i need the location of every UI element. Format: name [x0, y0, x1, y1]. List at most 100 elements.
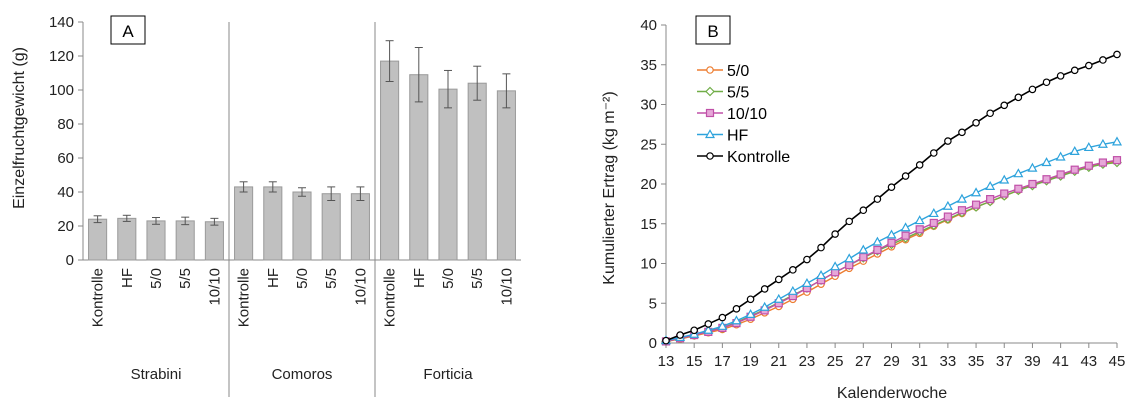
panel-a-category-label: 5/0	[440, 268, 457, 289]
panel-b-x-tick-label: 33	[940, 353, 957, 370]
panel-b-data-point	[1014, 184, 1023, 193]
panel-b-x-tick-label: 45	[1109, 353, 1126, 370]
panel-b-data-point	[972, 118, 980, 127]
panel-a-category-label: HF	[411, 268, 428, 288]
panel-b-data-point	[801, 277, 812, 287]
panel-b-data-point	[1112, 156, 1122, 165]
panel-b-data-point	[985, 180, 996, 190]
panel-b-data-point	[971, 200, 981, 209]
panel-a-y-axis-label: Einzelfruchtgewicht (g)	[11, 47, 28, 209]
panel-b-data-point	[803, 255, 811, 264]
panel-b-data-point	[971, 187, 982, 197]
panel-b-data-point	[1084, 161, 1093, 170]
panel-a-bar	[175, 220, 195, 261]
panel-b-data-point	[1070, 66, 1079, 75]
panel-b-data-point	[942, 200, 953, 210]
panel-b-data-point	[956, 193, 967, 203]
panel-a-y-tick-label: 120	[49, 48, 74, 65]
panel-b-data-point	[746, 295, 755, 304]
panel-b-data-point	[662, 336, 670, 345]
panel-b-data-point	[957, 206, 967, 215]
panel-a-bar	[292, 191, 312, 261]
panel-b-data-point	[817, 243, 825, 252]
panel-b-data-point	[1027, 162, 1038, 172]
panel-b-data-point	[1098, 158, 1108, 167]
panel-a-bar	[321, 193, 341, 261]
panel-a-bar	[146, 220, 166, 261]
panel-a-category-label: Kontrolle	[382, 268, 399, 327]
panel-a-category-label: HF	[265, 268, 282, 288]
panel-b-data-point	[1041, 157, 1052, 167]
panel-b-data-point	[900, 222, 911, 232]
panel-a-category-label: Kontrolle	[236, 268, 253, 327]
panel-b-x-tick-label: 27	[855, 353, 872, 370]
panel-a-label: A	[122, 22, 134, 41]
panel-b-x-tick-label: 19	[742, 353, 759, 370]
panel-b-data-point	[943, 212, 952, 221]
panel-a-bar	[467, 82, 487, 261]
panel-b-data-point	[844, 253, 855, 263]
panel-b-data-point	[1055, 151, 1066, 161]
panel-b-data-point	[873, 195, 882, 203]
panel-b-data-point	[986, 195, 995, 204]
panel-b-x-tick-label: 25	[827, 353, 844, 370]
panel-a-y-tick-label: 20	[57, 218, 74, 235]
panel-b-data-point	[830, 261, 841, 271]
panel-b-y-tick-label: 10	[640, 256, 657, 273]
panel-a-category-label: 10/10	[498, 268, 515, 306]
legend-entry-label: 10/10	[727, 106, 767, 123]
panel-b-data-point	[999, 174, 1010, 184]
panel-b-y-tick-label: 0	[649, 335, 657, 352]
panel-b-data-point	[901, 172, 910, 180]
panel-a-category-label: 5/5	[177, 268, 194, 289]
panel-b-data-point	[1014, 93, 1023, 102]
legend-entry-label: 5/0	[727, 63, 749, 80]
panel-a-category-label: 10/10	[206, 268, 223, 306]
panel-a-bar	[380, 60, 400, 261]
panel-b-data-point	[773, 293, 784, 303]
panel-b-data-point	[1042, 78, 1051, 87]
panel-a-y-tick-label: 80	[57, 116, 74, 133]
panel-b-data-point	[745, 308, 756, 318]
panel-a-y-tick-label: 60	[57, 150, 74, 167]
legend-marker	[706, 66, 714, 74]
panel-a-category-label: 5/0	[148, 268, 165, 289]
panel-a-bar	[409, 74, 429, 261]
panel-b-x-tick-label: 17	[714, 353, 731, 370]
panel-b-x-tick-label: 41	[1052, 353, 1069, 370]
panel-b-y-tick-label: 5	[649, 295, 657, 312]
panel-b-data-point	[703, 324, 714, 334]
panel-a-bar	[234, 186, 254, 261]
panel-b-x-tick-label: 35	[968, 353, 985, 370]
panel-a-group-label: Forticia	[423, 366, 473, 383]
panel-b-x-tick-label: 43	[1080, 353, 1097, 370]
panel-b-y-tick-label: 25	[640, 136, 657, 153]
panel-b-x-tick-label: 31	[911, 353, 928, 370]
panel-b-data-point	[1111, 136, 1123, 146]
panel-b-data-point	[1099, 56, 1107, 64]
legend-entry-label: HF	[727, 128, 749, 145]
panel-b-data-point	[929, 149, 938, 157]
panel-b-data-point	[1028, 179, 1037, 189]
panel-b-x-tick-label: 23	[799, 353, 816, 370]
panel-b-label-box	[695, 15, 731, 45]
panel-b-data-point	[929, 218, 938, 228]
panel-b-data-point	[1069, 145, 1080, 156]
panel-b-data-point	[718, 313, 727, 322]
panel-b-data-point	[928, 207, 939, 218]
panel-b-data-point	[873, 245, 882, 255]
panel-b-data-point	[1085, 61, 1093, 70]
panel-a-group-label: Strabini	[131, 366, 182, 383]
panel-b-y-tick-label: 20	[640, 176, 657, 193]
panel-b-data-point	[1000, 189, 1009, 198]
panel-a-bar	[117, 217, 137, 261]
panel-b-x-tick-label: 37	[996, 353, 1013, 370]
panel-b-data-point	[1097, 138, 1108, 148]
panel-a-bar-chart: Einzelfruchtgewicht (g) A 0 20 40 60 80 100 12…	[11, 14, 521, 397]
panel-b-data-point	[1056, 170, 1065, 179]
panel-a-bar	[496, 90, 516, 261]
panel-a-category-label: 10/10	[352, 268, 369, 306]
panel-a-group-label: Comoros	[272, 366, 333, 383]
panel-a-bar	[88, 218, 108, 261]
panel-b-x-tick-label: 21	[770, 353, 787, 370]
